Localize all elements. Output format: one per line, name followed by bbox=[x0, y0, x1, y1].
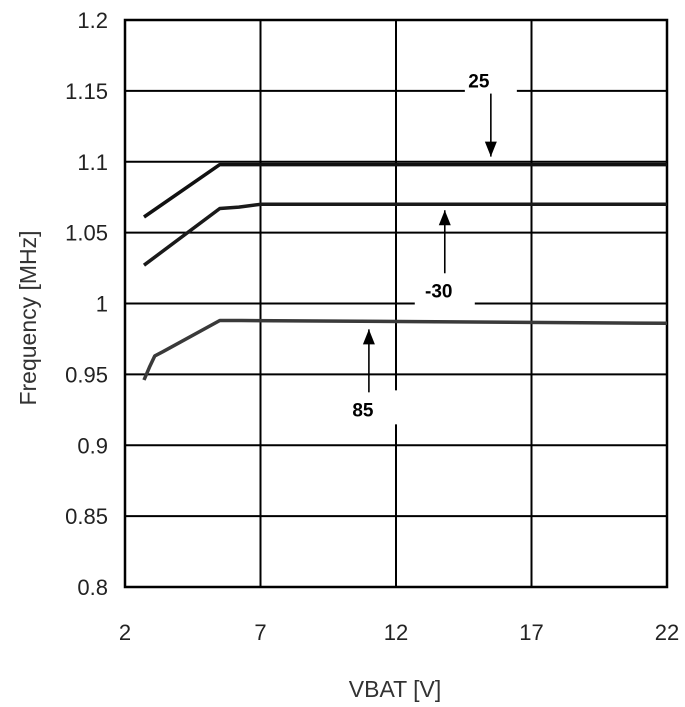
series-layer bbox=[142, 162, 668, 381]
x-tick-label: 7 bbox=[254, 620, 266, 645]
arrow-head bbox=[438, 210, 451, 226]
y-tick-label: 1.05 bbox=[65, 221, 108, 246]
y-tick-label: 1.2 bbox=[77, 8, 108, 33]
tick-labels: 2 7 12 17 22 0.8 0.85 0.9 0.95 1 1.05 1.1 1.15 1.2 bbox=[65, 8, 679, 645]
annotation-30: -30 bbox=[414, 210, 475, 306]
x-axis-title: VBAT [V] bbox=[349, 676, 441, 702]
annotation-85: 85 bbox=[338, 329, 399, 425]
series-line-30 bbox=[142, 202, 667, 267]
series-line-25 bbox=[143, 162, 667, 219]
x-tick-label: 17 bbox=[519, 620, 543, 645]
annotation-label: -30 bbox=[425, 281, 452, 302]
annotation-bg bbox=[464, 61, 517, 100]
y-axis-title: Frequency [MHz] bbox=[15, 230, 41, 405]
y-tick-label: 0.8 bbox=[77, 575, 108, 600]
y-tick-label: 0.9 bbox=[77, 433, 108, 458]
annotation-label: 85 bbox=[352, 400, 374, 421]
arrow-head bbox=[484, 141, 497, 157]
y-tick-label: 1.15 bbox=[65, 79, 108, 104]
x-tick-label: 22 bbox=[655, 620, 679, 645]
x-tick-label: 12 bbox=[384, 620, 408, 645]
plot-frame bbox=[123, 18, 669, 589]
grid bbox=[123, 18, 669, 589]
annotation-bg bbox=[414, 271, 475, 306]
arrow-head bbox=[362, 329, 375, 345]
y-tick-label: 0.85 bbox=[65, 504, 108, 529]
annotation-label: 25 bbox=[468, 72, 490, 93]
annotation-bg bbox=[338, 390, 399, 425]
y-tick-label: 1.1 bbox=[77, 150, 108, 175]
annotation-layer: 25 -30 85 bbox=[338, 61, 517, 425]
series-line-85 bbox=[142, 318, 668, 381]
y-tick-label: 1 bbox=[96, 292, 108, 317]
y-tick-label: 0.95 bbox=[65, 362, 108, 387]
x-tick-label: 2 bbox=[119, 620, 131, 645]
annotation-25: 25 bbox=[464, 61, 517, 157]
